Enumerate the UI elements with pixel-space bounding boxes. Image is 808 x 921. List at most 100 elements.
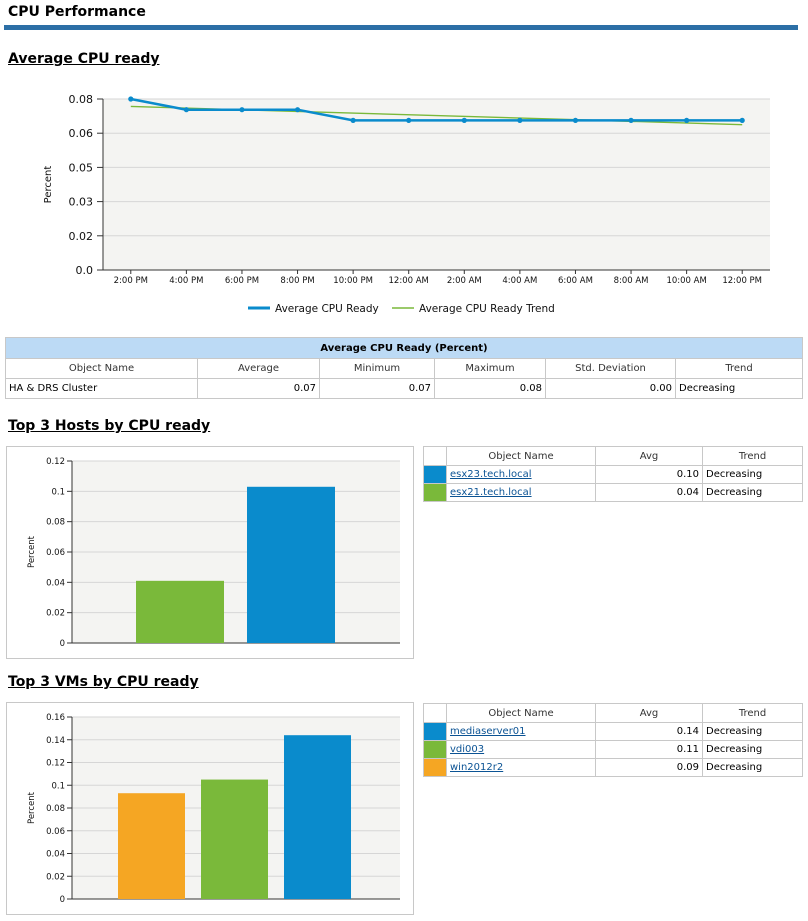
object-name-cell: HA & DRS Cluster bbox=[5, 378, 198, 399]
data-point bbox=[406, 117, 412, 123]
y-axis-label: Percent bbox=[27, 791, 37, 824]
plot-area bbox=[103, 99, 770, 270]
y-tick-label: 0.02 bbox=[69, 230, 94, 243]
table-row: mediaserver01 0.14 Decreasing bbox=[423, 722, 803, 741]
color-key-swatch bbox=[423, 483, 447, 502]
vm-link-mediaserver01[interactable]: mediaserver01 bbox=[450, 726, 526, 737]
color-key-swatch bbox=[423, 758, 447, 777]
average-cpu-ready-table: Average CPU Ready (Percent) Object Name … bbox=[5, 337, 803, 399]
y-tick-label: 0.04 bbox=[46, 850, 65, 860]
top-hosts-chart-frame: 0 0.02 0.04 0.06 0.08 0.1 0.12 Percent bbox=[6, 446, 414, 659]
section-title-top-vms: Top 3 VMs by CPU ready bbox=[8, 674, 199, 690]
y-tick-label: 0.08 bbox=[69, 93, 94, 106]
bar bbox=[247, 486, 335, 643]
minimum-cell: 0.07 bbox=[319, 378, 435, 399]
y-tick-label: 0.16 bbox=[46, 713, 65, 723]
y-tick-label: 0.08 bbox=[46, 518, 65, 528]
y-tick-label: 0.12 bbox=[46, 457, 65, 467]
y-tick-label: 0.06 bbox=[46, 827, 65, 837]
x-tick-label: 12:00 PM bbox=[722, 276, 762, 286]
x-tick-label: 4:00 PM bbox=[169, 276, 203, 286]
y-tick-label: 0.05 bbox=[69, 161, 94, 174]
x-tick-label: 6:00 PM bbox=[225, 276, 259, 286]
top-vms-chart-frame: 0 0.02 0.04 0.06 0.08 0.1 0.12 0.14 0.16 Percent bbox=[6, 702, 414, 915]
table-row: win2012r2 0.09 Decreasing bbox=[423, 758, 803, 777]
vm-link-vdi003[interactable]: vdi003 bbox=[450, 744, 485, 755]
section-title-average-cpu-ready: Average CPU ready bbox=[8, 51, 160, 67]
legend-label: Average CPU Ready Trend bbox=[419, 303, 555, 315]
y-tick-label: 0.03 bbox=[69, 196, 94, 209]
top-hosts-table: Object Name Avg Trend esx23.tech.local 0… bbox=[423, 446, 803, 502]
table-row: HA & DRS Cluster 0.07 0.07 0.08 0.00 Dec… bbox=[5, 378, 803, 399]
y-axis-label: Percent bbox=[43, 166, 54, 204]
table-row: esx23.tech.local 0.10 Decreasing bbox=[423, 465, 803, 484]
x-tick-label: 2:00 AM bbox=[447, 276, 482, 286]
x-tick-label: 12:00 AM bbox=[389, 276, 429, 286]
column-header: Maximum bbox=[434, 358, 546, 379]
page-title: CPU Performance bbox=[8, 4, 146, 20]
y-tick-label: 0.1 bbox=[51, 781, 65, 791]
average-cpu-ready-line-chart: 0.0 0.02 0.03 0.05 0.06 0.08 2:00 PM 4:00 PM 6:0… bbox=[43, 93, 770, 315]
column-header: Trend bbox=[702, 446, 803, 466]
bar bbox=[284, 735, 351, 899]
column-header: Avg bbox=[595, 703, 703, 723]
data-point bbox=[461, 117, 467, 123]
table-header-row: Object Name Avg Trend bbox=[423, 703, 803, 723]
section-title-top-hosts: Top 3 Hosts by CPU ready bbox=[8, 418, 211, 434]
trend-cell: Decreasing bbox=[702, 483, 803, 502]
maximum-cell: 0.08 bbox=[434, 378, 546, 399]
column-header: Std. Deviation bbox=[545, 358, 676, 379]
y-axis-label: Percent bbox=[27, 535, 37, 568]
avg-cell: 0.14 bbox=[595, 722, 703, 741]
series-line bbox=[130, 97, 743, 122]
data-point bbox=[350, 117, 356, 123]
trend-cell: Decreasing bbox=[702, 465, 803, 484]
color-key-swatch bbox=[423, 740, 447, 759]
y-tick-label: 0.06 bbox=[46, 548, 65, 558]
bar bbox=[136, 580, 224, 643]
column-header: Avg bbox=[595, 446, 703, 466]
x-tick-label: 8:00 PM bbox=[280, 276, 314, 286]
y-tick-label: 0.12 bbox=[46, 759, 65, 769]
data-point bbox=[628, 117, 634, 123]
avg-cell: 0.04 bbox=[595, 483, 703, 502]
data-point bbox=[128, 96, 134, 102]
bar bbox=[118, 793, 185, 899]
y-tick-label: 0.02 bbox=[46, 872, 65, 882]
color-key-header bbox=[423, 446, 447, 466]
column-header: Object Name bbox=[5, 358, 198, 379]
table-caption: Average CPU Ready (Percent) bbox=[5, 337, 803, 359]
color-key-swatch bbox=[423, 722, 447, 741]
color-key-swatch bbox=[423, 465, 447, 484]
y-tick-label: 0.0 bbox=[76, 264, 94, 277]
y-tick-label: 0.04 bbox=[46, 578, 65, 588]
top-vms-table: Object Name Avg Trend mediaserver01 0.14… bbox=[423, 703, 803, 777]
host-link-esx23[interactable]: esx23.tech.local bbox=[450, 469, 532, 480]
trend-cell: Decreasing bbox=[675, 378, 803, 399]
data-point bbox=[572, 117, 579, 123]
column-header: Object Name bbox=[446, 446, 596, 466]
table-header-row: Object Name Average Minimum Maximum Std.… bbox=[5, 358, 803, 379]
host-link-esx21[interactable]: esx21.tech.local bbox=[450, 487, 532, 498]
x-tick-label: 10:00 PM bbox=[333, 276, 373, 286]
y-tick-label: 0.14 bbox=[46, 736, 65, 746]
column-header: Trend bbox=[675, 358, 803, 379]
data-point bbox=[684, 117, 690, 123]
average-cell: 0.07 bbox=[197, 378, 320, 399]
std-deviation-cell: 0.00 bbox=[545, 378, 676, 399]
avg-cell: 0.10 bbox=[595, 465, 703, 484]
y-tick-label: 0 bbox=[60, 639, 65, 649]
data-point bbox=[183, 107, 189, 113]
y-tick-label: 0.1 bbox=[51, 487, 65, 497]
trend-cell: Decreasing bbox=[702, 758, 803, 777]
data-point bbox=[239, 107, 245, 113]
avg-cell: 0.09 bbox=[595, 758, 703, 777]
top-vms-bar-chart: 0 0.02 0.04 0.06 0.08 0.1 0.12 0.14 0.16 Percent bbox=[27, 713, 400, 905]
top-hosts-bar-chart: 0 0.02 0.04 0.06 0.08 0.1 0.12 Percent bbox=[27, 457, 400, 649]
column-header: Trend bbox=[702, 703, 803, 723]
x-tick-label: 10:00 AM bbox=[666, 276, 706, 286]
vm-link-win2012r2[interactable]: win2012r2 bbox=[450, 762, 504, 773]
column-header: Object Name bbox=[446, 703, 596, 723]
table-row: esx21.tech.local 0.04 Decreasing bbox=[423, 483, 803, 502]
x-tick-label: 6:00 AM bbox=[558, 276, 593, 286]
